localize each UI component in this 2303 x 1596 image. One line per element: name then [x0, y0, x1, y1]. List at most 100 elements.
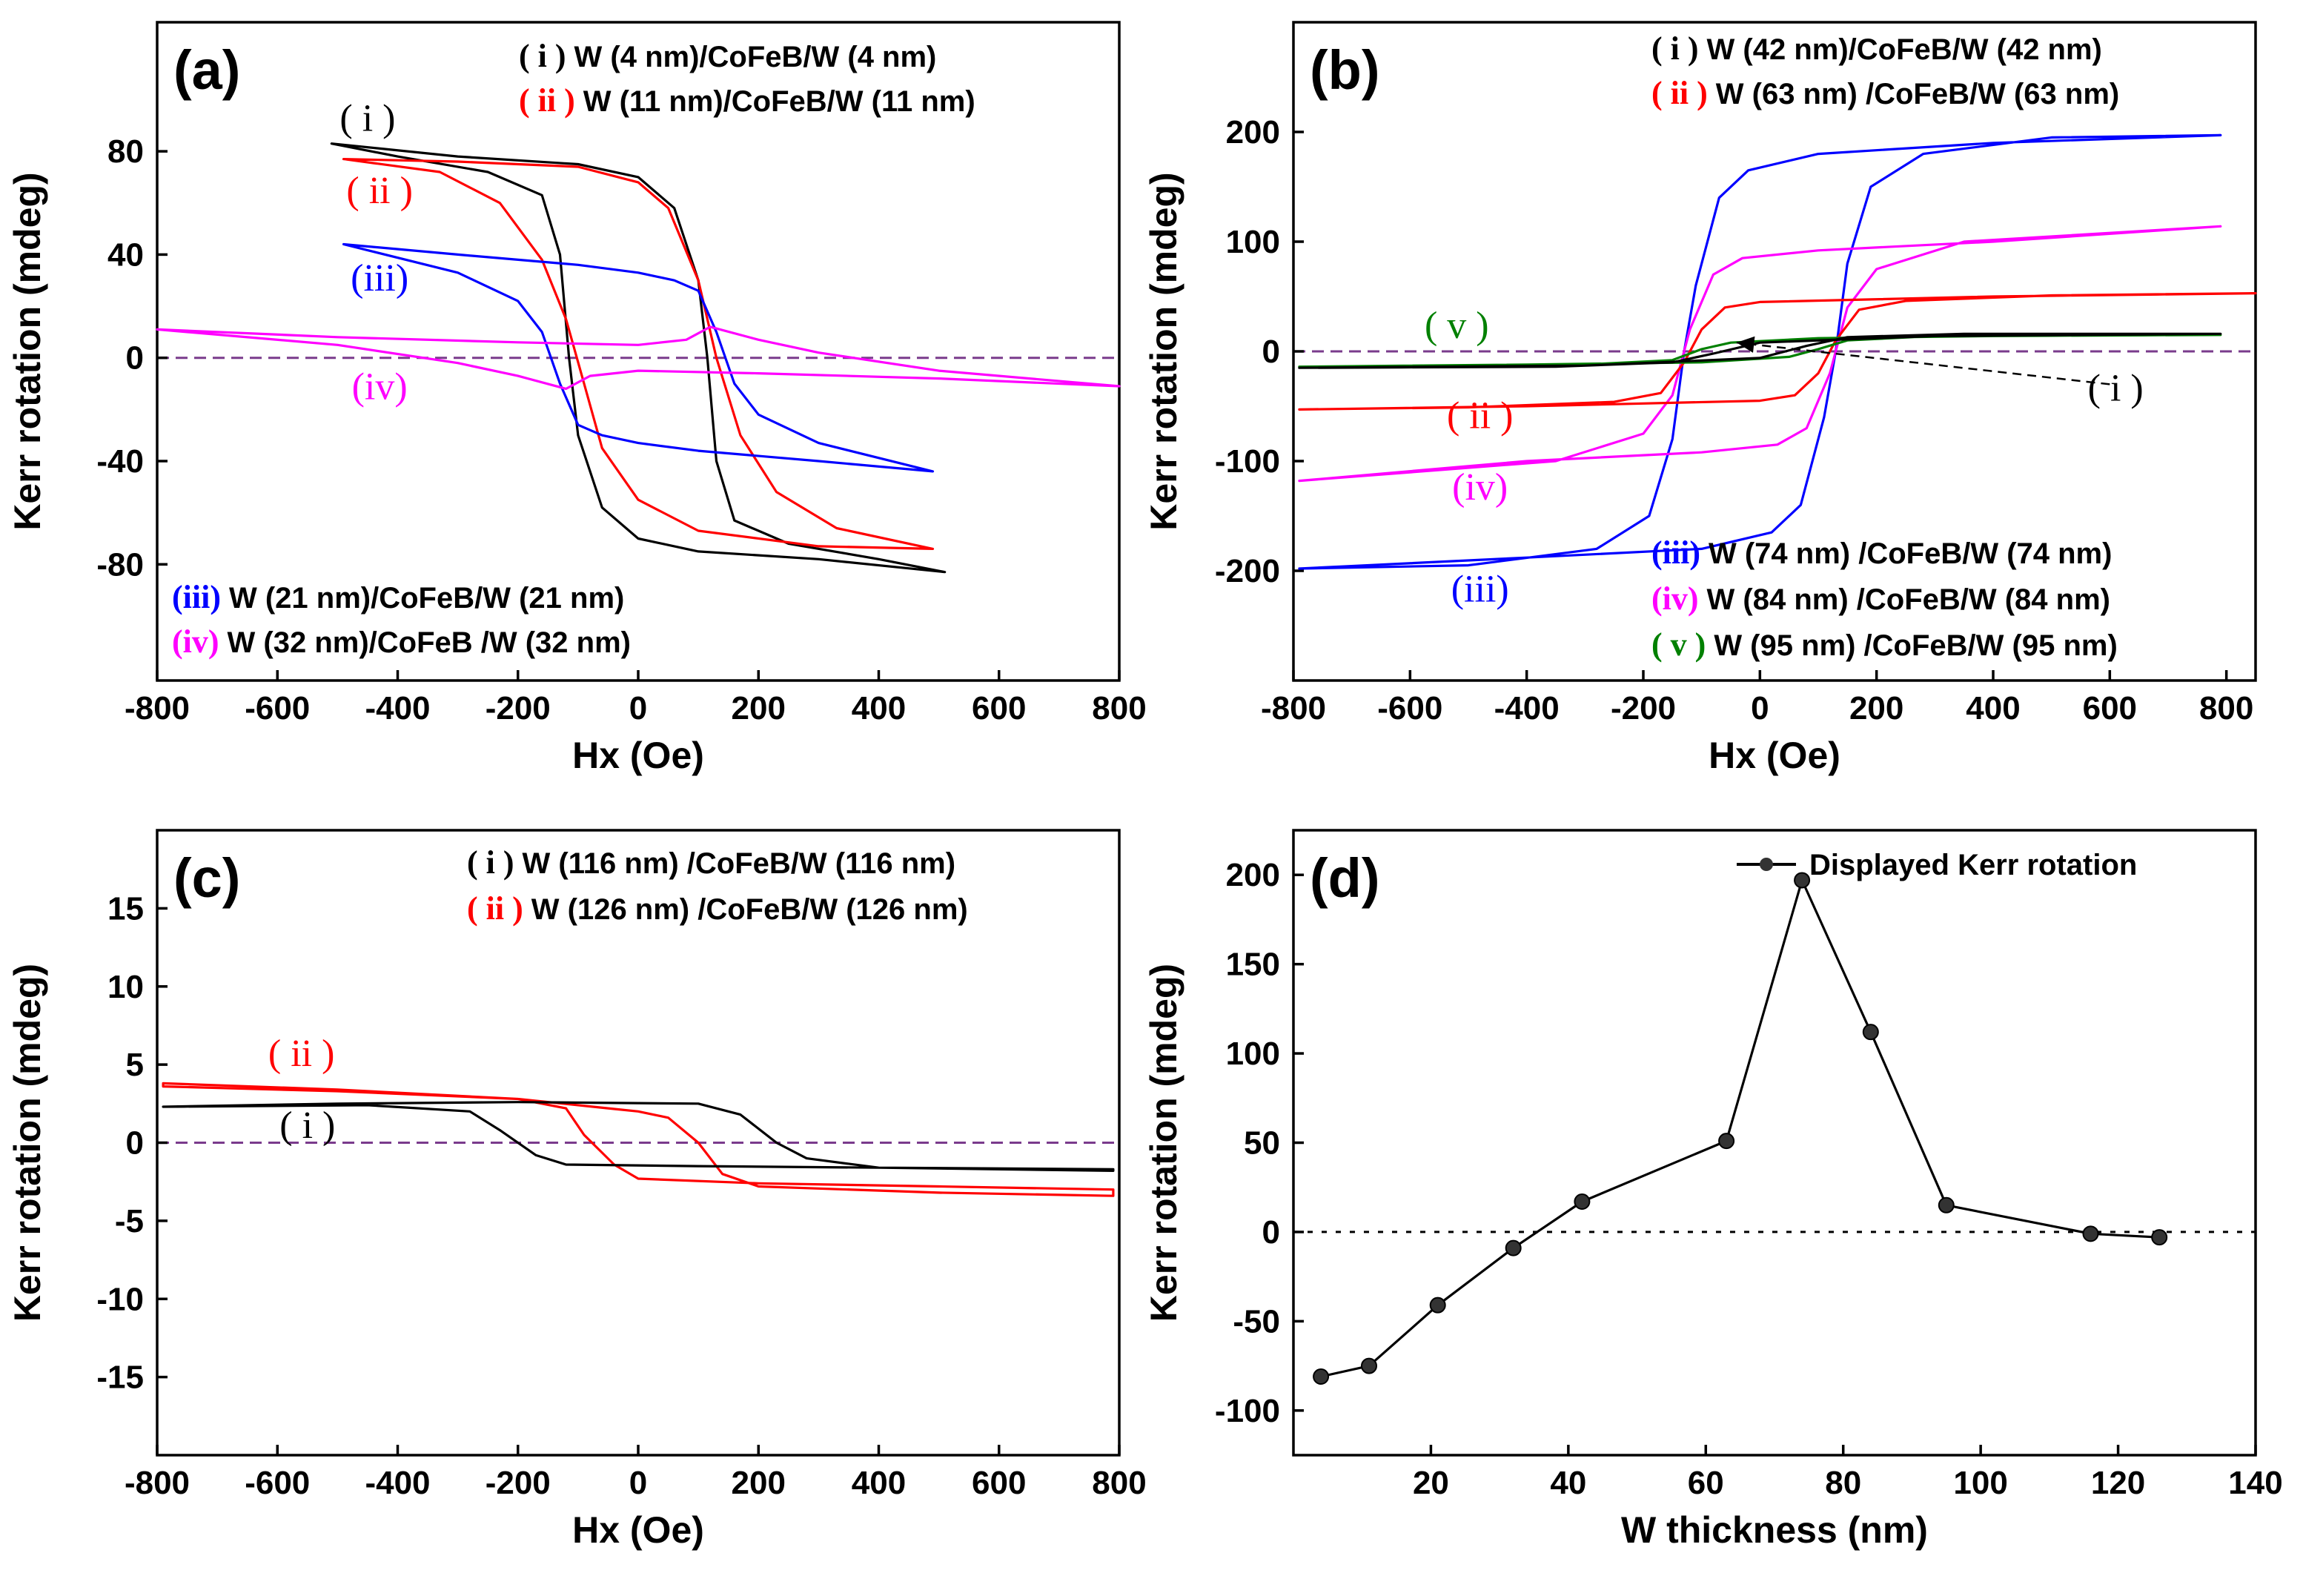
y-tick-label: -40 [96, 443, 144, 480]
x-tick-label: -200 [1611, 690, 1676, 726]
x-tick-label: 80 [1825, 1465, 1861, 1501]
legend-entry: (iii) W (21 nm)/CoFeB/W (21 nm) [172, 579, 624, 615]
y-tick-label: 80 [107, 133, 144, 170]
series-line [1320, 878, 2160, 1378]
legend-roman-marker: ( v ) [1651, 626, 1714, 663]
legend-roman-marker: ( ii ) [1651, 75, 1716, 111]
hysteresis-loop-b-i [1298, 332, 2222, 369]
y-tick-label: -50 [1233, 1303, 1280, 1340]
curve-label: ( i ) [2088, 368, 2144, 410]
y-tick-label: 150 [1226, 947, 1280, 983]
x-tick-label: 600 [972, 1465, 1026, 1501]
y-tick-label: 0 [1262, 1214, 1280, 1251]
legend-roman-marker: ( i ) [519, 38, 574, 74]
y-axis-label: Kerr rotation (mdeg) [7, 172, 48, 530]
curve-label: (iv) [1452, 466, 1508, 509]
x-tick-label: -200 [486, 1465, 551, 1501]
x-tick-label: 0 [1751, 690, 1769, 726]
x-axis-label: Hx (Oe) [1709, 735, 1840, 776]
legend-entry: ( ii ) W (11 nm)/CoFeB/W (11 nm) [519, 82, 975, 119]
y-tick-label: -5 [115, 1203, 144, 1239]
hysteresis-loop-a-ii [342, 158, 935, 550]
y-tick-label: 10 [107, 969, 144, 1005]
legend-entry: ( i ) W (116 nm) /CoFeB/W (116 nm) [467, 844, 955, 881]
hysteresis-loop-a-iii [342, 242, 935, 473]
x-axis-label: W thickness (nm) [1621, 1509, 1928, 1551]
data-point [1574, 1193, 1591, 1210]
x-tick-label: -600 [245, 690, 310, 726]
x-tick-label: 100 [1953, 1465, 2007, 1501]
hysteresis-loop-c-i [162, 1101, 1115, 1172]
curve-label: ( ii ) [346, 170, 413, 212]
panel-label-b: (b) [1310, 39, 1380, 101]
y-tick-label: 5 [126, 1047, 144, 1083]
y-tick-label: 0 [1262, 334, 1280, 370]
legend-roman-marker: (iii) [1651, 534, 1709, 571]
hysteresis-loop-c-ii [162, 1082, 1115, 1197]
x-tick-label: 800 [1092, 1465, 1146, 1501]
legend-entry: ( i ) W (4 nm)/CoFeB/W (4 nm) [519, 38, 936, 74]
panel-label-d: (d) [1310, 847, 1380, 909]
y-tick-label: 100 [1226, 1036, 1280, 1072]
panel-b: -800 -600 -400 -200 0 200 400 600 800 -200 -100 0 10… [1143, 21, 2257, 776]
curve-label: ( v ) [1425, 305, 1489, 347]
hysteresis-loop-b-ii [1298, 292, 2257, 411]
y-tick-label: -10 [96, 1281, 144, 1317]
y-tick-label: 15 [107, 890, 144, 927]
legend-text: W (21 nm)/CoFeB/W (21 nm) [229, 582, 624, 615]
y-tick-label: 100 [1226, 224, 1280, 260]
x-tick-label: 600 [972, 690, 1026, 726]
x-tick-label: 0 [629, 1465, 647, 1501]
x-tick-label: 20 [1413, 1465, 1449, 1501]
y-tick-label: -15 [96, 1360, 144, 1396]
x-tick-label: 140 [2228, 1465, 2282, 1501]
x-tick-label: -400 [365, 1465, 430, 1501]
y-tick-label: -200 [1215, 553, 1280, 589]
y-tick-label: 200 [1226, 857, 1280, 893]
hysteresis-loop-b-iii [1298, 133, 2222, 570]
legend-text: W (32 nm)/CoFeB /W (32 nm) [228, 626, 631, 659]
x-tick-label: 400 [1966, 690, 2020, 726]
x-tick-label: -800 [125, 1465, 190, 1501]
x-tick-label: -800 [125, 690, 190, 726]
x-tick-label: 120 [2091, 1465, 2145, 1501]
legend-roman-marker: ( i ) [467, 844, 523, 881]
y-tick-label: -100 [1215, 443, 1280, 480]
y-axis-label: Kerr rotation (mdeg) [1143, 964, 1184, 1322]
y-axis-label: Kerr rotation (mdeg) [7, 964, 48, 1322]
hysteresis-loop-b-iv [1298, 225, 2222, 483]
x-tick-label: 60 [1688, 1465, 1724, 1501]
pointer-arrowhead [1736, 336, 1755, 353]
x-tick-label: 800 [2199, 690, 2253, 726]
data-point [1794, 872, 1811, 889]
curve-label: ( ii ) [268, 1033, 335, 1075]
curve-label: ( i ) [279, 1105, 335, 1147]
curve-label: (iii) [1451, 568, 1509, 610]
panel-label-c: (c) [173, 847, 240, 909]
legend-text: W (11 nm)/CoFeB/W (11 nm) [583, 85, 975, 118]
curve-label: ( ii ) [1447, 395, 1514, 437]
x-axis-label: Hx (Oe) [572, 735, 704, 776]
legend-text: W (84 nm) /CoFeB/W (84 nm) [1707, 583, 2110, 616]
y-tick-label: 200 [1226, 114, 1280, 150]
legend-text: W (63 nm) /CoFeB/W (63 nm) [1716, 78, 2119, 110]
legend-entry: (iv) W (32 nm)/CoFeB /W (32 nm) [172, 623, 631, 660]
curve-label: (iii) [351, 257, 408, 299]
legend-entry: (iii) W (74 nm) /CoFeB/W (74 nm) [1651, 534, 2112, 571]
data-point [1505, 1239, 1522, 1256]
legend-roman-marker: (iii) [172, 579, 229, 615]
legend-text: W (95 nm) /CoFeB/W (95 nm) [1714, 629, 2117, 662]
y-tick-label: 0 [126, 340, 144, 377]
y-tick-label: 50 [1244, 1125, 1280, 1162]
legend-roman-marker: ( i ) [1651, 30, 1707, 67]
legend-text: W (74 nm) /CoFeB/W (74 nm) [1709, 537, 2112, 570]
legend-text: W (4 nm)/CoFeB/W (4 nm) [574, 41, 937, 73]
panel-label-a: (a) [173, 39, 240, 101]
panel-d: 20 40 60 80 100 120 140 -100 -50 0 50 100 150 200 W th… [1143, 829, 2283, 1551]
data-point [1360, 1357, 1377, 1374]
legend-marker [1760, 858, 1773, 871]
x-tick-label: 0 [629, 690, 647, 726]
legend-text: Displayed Kerr rotation [1809, 849, 2137, 881]
legend-text: W (116 nm) /CoFeB/W (116 nm) [523, 847, 956, 880]
